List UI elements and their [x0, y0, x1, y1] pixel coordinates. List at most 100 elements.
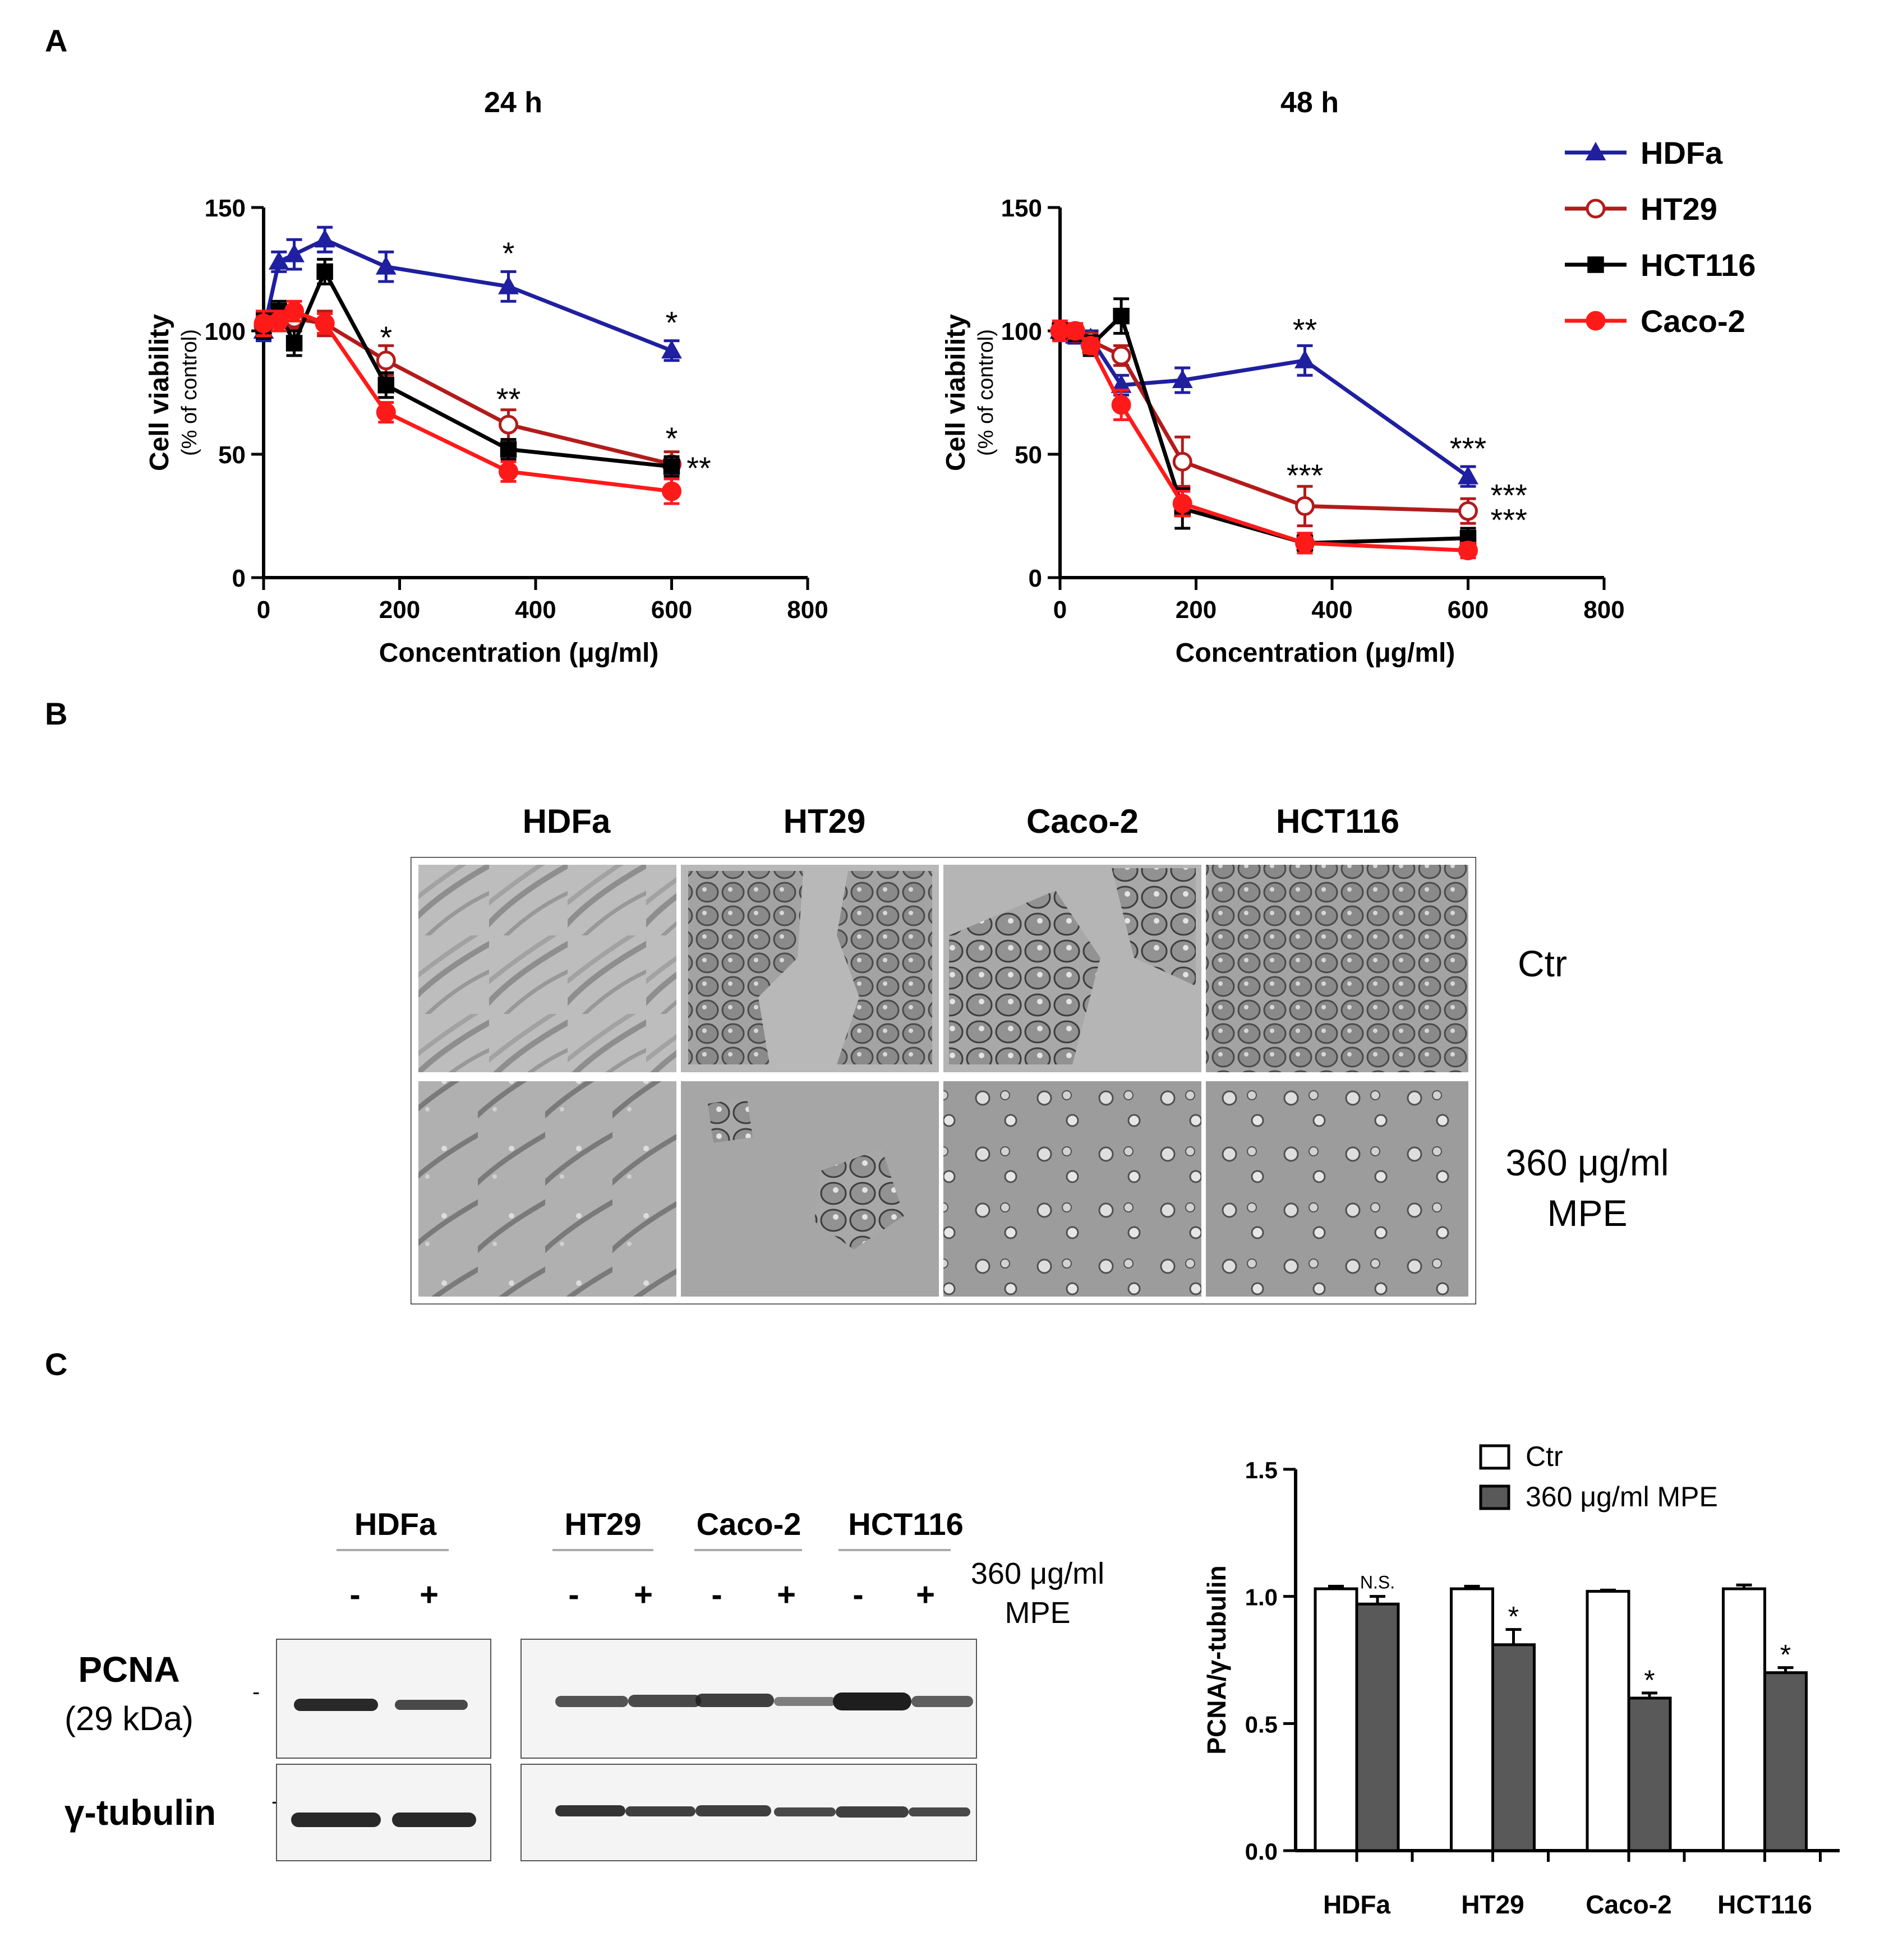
tubulin-band-lane-7: [836, 1806, 909, 1818]
x-tick-label-24h-0: 0: [257, 596, 270, 624]
significance-48h-0: **: [1293, 312, 1317, 348]
pcna-blot-crc: [520, 1639, 977, 1759]
point-48h-caco-2-2: [1081, 335, 1101, 356]
wb-group-line-ht29: [552, 1549, 653, 1551]
point-24h-hdfa-2: [284, 243, 305, 262]
legend-marker-hct116: [1587, 256, 1604, 273]
point-24h-caco-2-1: [269, 311, 289, 331]
wb-treatment-line1: 360 μg/ml: [970, 1557, 1105, 1590]
point-24h-hdfa-5: [498, 275, 519, 294]
point-24h-hdfa-6: [661, 340, 682, 359]
lane-sign-3: -: [568, 1576, 579, 1613]
point-24h-hct116-4: [377, 377, 394, 394]
pcna-blot-hdfa: [276, 1639, 491, 1759]
point-48h-hdfa-4: [1172, 369, 1193, 388]
bar-legend-swatch-mpe: [1479, 1484, 1510, 1510]
x-tick-label-48h-0: 0: [1053, 596, 1067, 624]
significance-48h-2: ***: [1287, 458, 1323, 493]
wb-treatment-line2: MPE: [1005, 1596, 1071, 1630]
point-24h-caco-2-6: [662, 481, 681, 501]
bar-legend-swatch-ctr: [1479, 1444, 1510, 1470]
tubulin-band-lane-6: [774, 1807, 836, 1816]
bar-hct116-ctr: [1722, 1587, 1766, 1852]
y-axis-sublabel-48h: (% of control): [974, 329, 998, 456]
x-tick-label-48h-800: 800: [1583, 596, 1624, 624]
point-48h-hct116-3: [1113, 307, 1130, 325]
panel-c-letter: C: [45, 1346, 68, 1382]
wb-group-ht29: HT29: [564, 1506, 642, 1542]
legend-label-ht29: HT29: [1641, 191, 1717, 227]
point-24h-hdfa-1: [268, 251, 289, 270]
series-line-24h-hct116: [262, 267, 672, 469]
bar-significance-hdfa: N.S.: [1360, 1572, 1395, 1593]
significance-24h-1: *: [503, 236, 515, 271]
micro-row-mpe-line2: MPE: [1547, 1192, 1628, 1234]
tubulin-band-lane-1: [291, 1813, 381, 1827]
lane-sign-5: -: [711, 1576, 722, 1613]
legend-label-hct116: HCT116: [1641, 247, 1756, 283]
bar-category-label-hdfa: HDFa: [1323, 1890, 1391, 1919]
y-tick-label-24h-100: 100: [205, 318, 246, 345]
y-tick-label-48h-150: 150: [1001, 195, 1042, 222]
point-48h-hdfa-5: [1294, 349, 1315, 368]
bar-category-label-ht29: HT29: [1461, 1890, 1524, 1919]
significance-48h-1: ***: [1450, 431, 1486, 466]
point-48h-ht29-6: [1458, 501, 1478, 521]
point-24h-caco-2-5: [499, 462, 518, 482]
wb-group-line-hct116: [838, 1549, 951, 1551]
wb-group-hdfa: HDFa: [354, 1506, 437, 1542]
bar-significance-caco-2: *: [1644, 1664, 1655, 1696]
significance-24h-2: **: [496, 381, 521, 417]
point-48h-ht29-5: [1295, 496, 1315, 516]
lane-sign-4: +: [634, 1576, 653, 1613]
lane-sign-1: -: [349, 1576, 361, 1613]
point-24h-ht29-5: [499, 414, 518, 435]
pcna-band-lane-2: [395, 1700, 468, 1710]
point-24h-hdfa-4: [375, 256, 397, 275]
bar-hdfa-mpe: [1355, 1602, 1400, 1852]
wb-group-hct116: HCT116: [848, 1506, 964, 1542]
tubulin-label: γ-tubulin: [64, 1792, 216, 1833]
y-axis-label-48h: Cell viability: [941, 314, 971, 471]
bar-significance-ht29: *: [1508, 1601, 1519, 1632]
bar-legend-label-mpe: 360 μg/ml MPE: [1526, 1481, 1718, 1512]
pcna-band-lane-6: [774, 1697, 836, 1706]
micrograph-caco2-mpe: [943, 1081, 1201, 1297]
pcna-band-lane-4: [628, 1695, 701, 1707]
micro-row-ctr: Ctr: [1518, 943, 1567, 984]
tubulin-blot-hdfa: [276, 1764, 491, 1861]
bar-caco-2-mpe: [1627, 1696, 1672, 1852]
micrograph-hdfa-ctr: [418, 865, 676, 1072]
micro-col-hdfa: HDFa: [522, 803, 611, 840]
y-axis-sublabel-24h: (% of control): [178, 329, 201, 456]
bar-ht29-ctr: [1450, 1587, 1494, 1852]
point-24h-caco-2-3: [315, 313, 335, 334]
bar-category-label-hct116: HCT116: [1717, 1890, 1812, 1919]
y-tick-label-24h-50: 50: [218, 441, 246, 469]
tubulin-blot-crc: [520, 1764, 977, 1861]
y-tick-label-24h-0: 0: [232, 565, 246, 592]
point-48h-caco-2-1: [1065, 321, 1085, 341]
point-48h-caco-2-6: [1458, 541, 1478, 561]
panel-a-letter: A: [45, 23, 68, 58]
bar-hdfa-ctr: [1314, 1587, 1358, 1852]
legend-marker-hdfa: [1585, 141, 1606, 160]
bar-significance-hct116: *: [1780, 1639, 1791, 1671]
pcna-band-lane-1: [294, 1699, 378, 1711]
wb-group-line-caco2: [694, 1549, 802, 1551]
lane-sign-7: -: [853, 1576, 864, 1613]
pcna-kda-label: (29 kDa): [64, 1700, 194, 1737]
series-line-24h-ht29: [262, 316, 672, 467]
point-24h-caco-2-4: [376, 402, 396, 422]
panel-a-legend: HDFa HT29 HCT116 Caco-2: [1565, 135, 1756, 339]
x-tick-label-24h-400: 400: [515, 596, 556, 624]
tubulin-band-lane-5: [695, 1805, 771, 1816]
micro-row-mpe-line1: 360 μg/ml: [1505, 1142, 1669, 1183]
micrograph-hdfa-mpe: [418, 1081, 676, 1297]
point-24h-hct116-6: [663, 458, 680, 475]
point-48h-caco-2-3: [1111, 395, 1131, 415]
wb-group-caco2: Caco-2: [696, 1506, 801, 1542]
y-tick-label-48h-0: 0: [1029, 565, 1042, 592]
x-tick-label-48h-200: 200: [1176, 596, 1217, 624]
bar-y-axis-label: PCNA/γ-tubulin: [1202, 1565, 1231, 1754]
